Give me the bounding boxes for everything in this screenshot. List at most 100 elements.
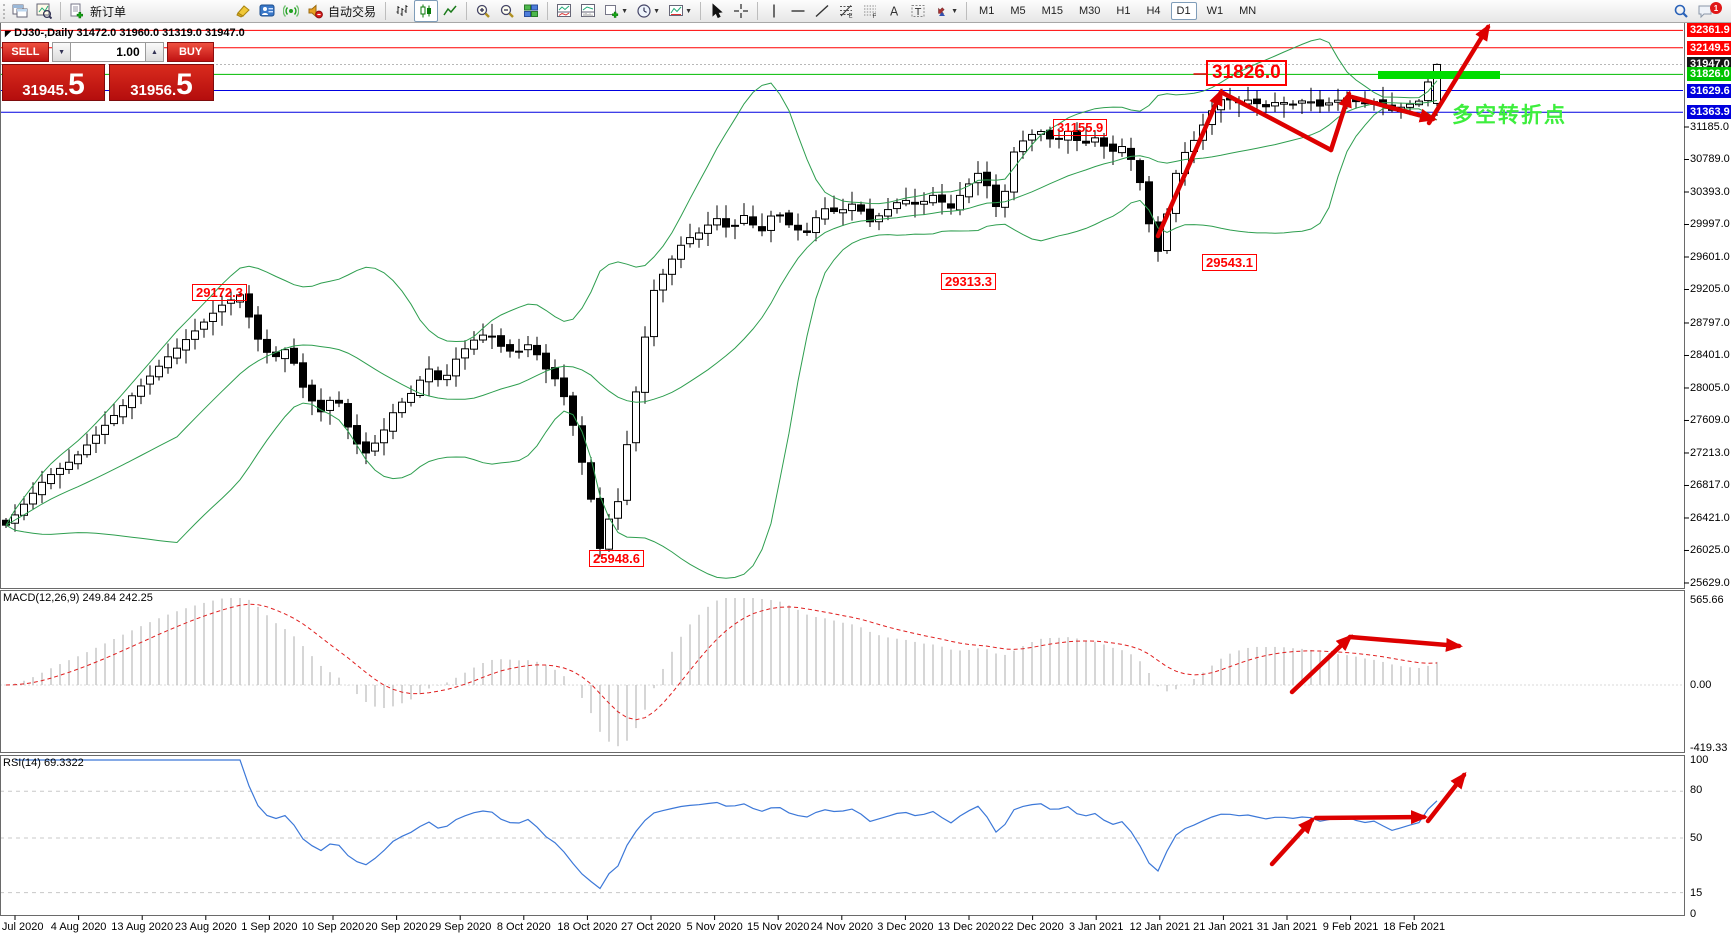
rsi-axis-tick[interactable]: 0 [1690,908,1697,920]
volume-input[interactable]: 1.00 [71,42,145,62]
text-tool-icon[interactable]: A [882,0,906,22]
price-annotation-31155.9[interactable]: 31155.9 [1053,119,1108,136]
vertical-line-tool-icon[interactable] [762,0,786,22]
fibonacci-tool-icon[interactable]: E [834,0,858,22]
sell-price[interactable]: 31945. 5 [2,64,106,101]
timeframe-h4[interactable]: H4 [1146,5,1161,17]
highlight-bar[interactable] [1378,71,1500,79]
date-axis-label[interactable]: 12 Jan 2021 [1129,921,1191,933]
timeframe-d1[interactable]: D1 [1170,2,1197,20]
zoom-in-icon[interactable] [471,0,495,22]
date-axis-label[interactable]: 3 Jan 2021 [1068,921,1124,933]
volume-increase-button[interactable]: ▲ [144,42,165,62]
price-axis-tick[interactable]: 30789.0 [1690,153,1730,166]
tile-windows-icon[interactable] [519,0,543,22]
price-axis-tick[interactable]: 26025.0 [1690,544,1730,557]
date-axis-label[interactable]: 29 Sep 2020 [428,921,492,933]
price-axis-tick[interactable]: 29997.0 [1690,218,1730,231]
periods-clock-icon[interactable]: ▼ [632,0,664,22]
add-indicator-icon[interactable]: ▼ [600,0,632,22]
timeframe-m30[interactable]: M30 [1079,5,1101,17]
cursor-icon[interactable] [705,0,729,22]
search-icon[interactable] [1669,0,1693,22]
price-axis-tick[interactable]: 27609.0 [1690,414,1730,427]
price-axis-tick[interactable]: 30393.0 [1690,185,1730,198]
autotrade-icon[interactable] [303,0,327,22]
date-axis-label[interactable]: 3 Dec 2020 [877,921,934,933]
timeframe-h1[interactable]: H1 [1116,5,1131,17]
price-annotation-29543.1[interactable]: 29543.1 [1202,254,1257,271]
timeframe-m1[interactable]: M1 [979,5,995,17]
arrows-tool-icon[interactable]: ▼ [930,0,962,22]
date-axis-label[interactable]: 18 Oct 2020 [557,921,618,933]
indicator-histogram-icon[interactable] [576,0,600,22]
zoom-out-icon[interactable] [495,0,519,22]
date-axis-label[interactable]: 13 Aug 2020 [111,921,174,933]
price-annotation-25948.6[interactable]: 25948.6 [589,550,644,567]
price-axis-tick[interactable]: 26817.0 [1690,479,1730,492]
chart-note-text[interactable]: 多空转折点 [1452,104,1567,127]
sell-button[interactable]: SELL [2,42,49,62]
mql-community-icon[interactable] [255,0,279,22]
crosshair-icon[interactable] [729,0,753,22]
date-axis-label[interactable]: 8 Oct 2020 [496,921,551,933]
timeframe-m15[interactable]: M15 [1041,5,1063,17]
horizontal-line-tool-icon[interactable] [786,0,810,22]
price-axis-tick[interactable]: 28797.0 [1690,316,1730,329]
autotrade-label[interactable]: 自动交易 [328,4,377,19]
price-annotation-29313.3[interactable]: 29313.3 [941,273,996,290]
fibonacci-fan-tool-icon[interactable]: F [858,0,882,22]
timeframe-mn[interactable]: MN [1239,5,1257,17]
buy-button[interactable]: BUY [167,42,214,62]
rsi-axis-tick[interactable]: 50 [1690,832,1703,844]
trend-arrows[interactable] [1155,23,1491,867]
signals-icon[interactable] [279,0,303,22]
rsi-axis-tick[interactable]: 80 [1690,784,1703,796]
new-order-label[interactable]: 新订单 [90,4,127,19]
date-axis-label[interactable]: 20 Sep 2020 [365,921,428,933]
date-axis-label[interactable]: 27 Oct 2020 [621,921,681,933]
macd-axis-tick[interactable]: 565.66 [1690,594,1724,606]
eraser-icon[interactable] [231,0,255,22]
date-axis-label[interactable]: 18 Feb 2021 [1383,921,1446,933]
price-axis-tick[interactable]: 29205.0 [1690,283,1730,296]
notifications-icon[interactable]: 1 [1693,0,1722,22]
date-axis-label[interactable]: 22 Dec 2020 [1001,921,1064,933]
indicator-window-icon[interactable] [552,0,576,22]
text-label-tool-icon[interactable]: T [906,0,930,22]
date-axis-label[interactable]: 13 Dec 2020 [937,921,1001,933]
date-axis-label[interactable]: 4 Aug 2020 [50,921,107,933]
timeframe-w1[interactable]: W1 [1206,5,1224,17]
date-axis-label[interactable]: 24 Nov 2020 [810,921,873,933]
price-axis-tick[interactable]: 26421.0 [1690,511,1730,524]
date-axis-label[interactable]: 5 Nov 2020 [686,921,743,933]
chart-window-icon[interactable] [32,0,56,22]
macd-axis-tick[interactable]: 0.00 [1690,679,1712,691]
date-axis-label[interactable]: 1 Sep 2020 [241,921,298,933]
date-axis-label[interactable]: 31 Jan 2021 [1256,921,1318,933]
price-axis-tick[interactable]: 28005.0 [1690,381,1730,394]
timeframe-m5[interactable]: M5 [1010,5,1026,17]
new-window-icon[interactable] [8,0,32,22]
date-axis-label[interactable]: 21 Jan 2021 [1193,921,1254,933]
trendline-tool-icon[interactable] [810,0,834,22]
macd-axis-tick[interactable]: -419.33 [1690,742,1728,754]
price-axis-tick[interactable]: 27213.0 [1690,446,1730,459]
price-axis-tick[interactable]: 25629.0 [1690,576,1730,589]
price-annotation-31826.0[interactable]: 31826.0 [1206,60,1287,86]
candlestick-chart-type-icon[interactable] [414,0,439,22]
date-axis-label[interactable]: 15 Nov 2020 [746,921,810,933]
bar-chart-type-icon[interactable] [390,0,414,22]
date-axis-label[interactable]: 23 Aug 2020 [174,921,237,933]
date-axis-label[interactable]: 9 Feb 2021 [1322,921,1379,933]
price-annotation-29172.3[interactable]: 29172.3 [192,284,247,301]
price-axis-tick[interactable]: 31185.0 [1690,121,1729,133]
buy-price[interactable]: 31956. 5 [109,64,214,101]
date-axis-label[interactable]: 10 Sep 2020 [301,921,365,933]
price-axis-tick[interactable]: 28401.0 [1690,349,1730,362]
date-axis-label[interactable]: 26 Jul 2020 [0,921,44,933]
new-order-icon[interactable] [65,0,89,22]
price-axis-tick[interactable]: 29601.0 [1690,250,1730,263]
line-chart-type-icon[interactable] [438,0,462,22]
